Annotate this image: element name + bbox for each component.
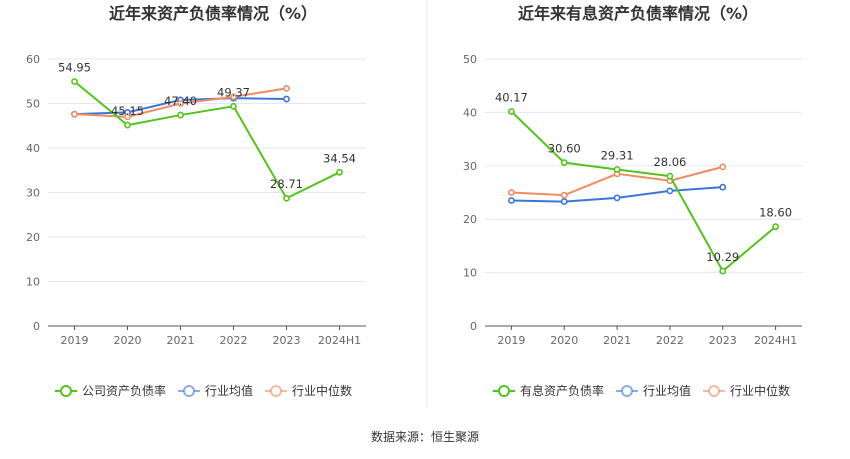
data-point-industry_avg [666,187,674,195]
x-tick-label: 2021 [167,334,195,347]
x-tick-label: 2019 [61,334,89,347]
data-label: 28.06 [653,155,686,169]
y-tick-label: 40 [26,142,40,155]
data-point-industry_avg [508,197,515,204]
x-tick-label: 2020 [550,334,578,347]
legend-item-industry_avg: 行业均值 [178,383,253,398]
chart-title: 近年来有息资产负债率情况（%） [518,4,758,23]
data-point-industry_median [508,189,515,196]
data-label: 29.31 [601,148,634,162]
legend-marker [183,385,195,397]
y-tick-label: 10 [26,276,40,289]
y-tick-label: 60 [26,53,40,66]
data-point-company [230,102,237,110]
x-tick-label: 2022 [656,334,684,347]
data-point-company [560,159,568,166]
series-line-company [510,110,777,273]
data-label: 10.29 [706,250,739,264]
y-tick-label: 20 [26,231,40,244]
data-point-company [772,223,779,231]
x-tick-label: 2023 [273,334,301,347]
data-point-industry_median [560,191,568,199]
data-point-industry_avg [719,183,727,191]
data-point-industry_avg [283,95,290,103]
data-point-company [283,194,290,202]
legend-label: 行业均值 [205,383,253,398]
y-tick-label: 0 [33,320,40,333]
legend-label: 行业中位数 [730,383,790,398]
legend-label: 有息资产负债率 [520,383,604,398]
data-label: 30.60 [548,142,581,156]
legend-marker [621,385,633,397]
data-point-company [666,172,674,180]
data-label: 28.71 [270,177,303,191]
data-label: 49.37 [217,85,250,99]
legend-item-company: 公司资产负债率 [55,383,166,398]
data-point-industry_median [71,110,78,118]
data-source-note: 数据来源：恒生聚源 [370,430,479,444]
x-tick-label: 2022 [220,334,248,347]
x-tick-label: 2024H1 [318,334,361,347]
y-tick-label: 0 [470,320,477,333]
legend-item-industry_median: 行业中位数 [703,383,790,398]
y-tick-label: 30 [26,187,40,200]
legend-marker [498,385,510,397]
data-point-company [508,108,515,115]
data-point-industry_avg [613,194,621,202]
data-point-company [71,78,78,85]
data-point-company [177,111,184,119]
y-tick-label: 40 [463,106,477,119]
data-label: 47.40 [164,94,197,108]
data-point-company [336,168,343,176]
legend-marker [708,385,720,397]
x-tick-label: 2021 [603,334,631,347]
data-label: 54.95 [58,60,91,74]
legend-marker [60,385,72,397]
legend-item-industry_median: 行业中位数 [265,383,352,398]
x-tick-label: 2024H1 [754,334,797,347]
data-label: 40.17 [495,90,528,104]
y-tick-label: 50 [26,98,40,111]
data-label: 45.15 [111,104,144,118]
data-point-company [124,121,131,129]
data-point-company [719,267,727,275]
y-tick-label: 50 [463,53,477,66]
data-point-industry_avg [560,198,568,205]
data-point-industry_median [177,100,184,107]
data-label: 34.54 [323,151,356,165]
data-point-company [613,166,621,173]
legend-label: 公司资产负债率 [82,383,166,398]
y-tick-label: 20 [463,213,477,226]
data-point-industry_median [230,93,237,101]
chart-panel-2: 近年来有息资产负债率情况（%） 0 10 20 30 40 50 2019 2020 2021 20… [463,4,802,398]
y-tick-label: 30 [463,160,477,173]
data-point-industry_median [283,84,290,92]
x-tick-label: 2023 [709,334,737,347]
chart-panel-1: 近年来资产负债率情况（%） 0 10 20 30 40 50 60 2019 2020 2021 20… [26,4,366,398]
data-label: 18.60 [759,206,792,220]
legend-label: 行业中位数 [292,383,352,398]
data-point-industry_median [719,163,727,171]
legend-item-company: 有息资产负债率 [493,383,604,398]
x-tick-label: 2020 [114,334,142,347]
chart-title: 近年来资产负债率情况（%） [109,4,317,23]
legend-item-industry_avg: 行业均值 [616,383,691,398]
x-tick-label: 2019 [497,334,525,347]
y-tick-label: 10 [463,267,477,280]
data-point-industry_median [124,113,131,121]
legend-label: 行业均值 [643,383,691,398]
legend-marker [270,385,282,397]
series-line-company [73,80,340,200]
